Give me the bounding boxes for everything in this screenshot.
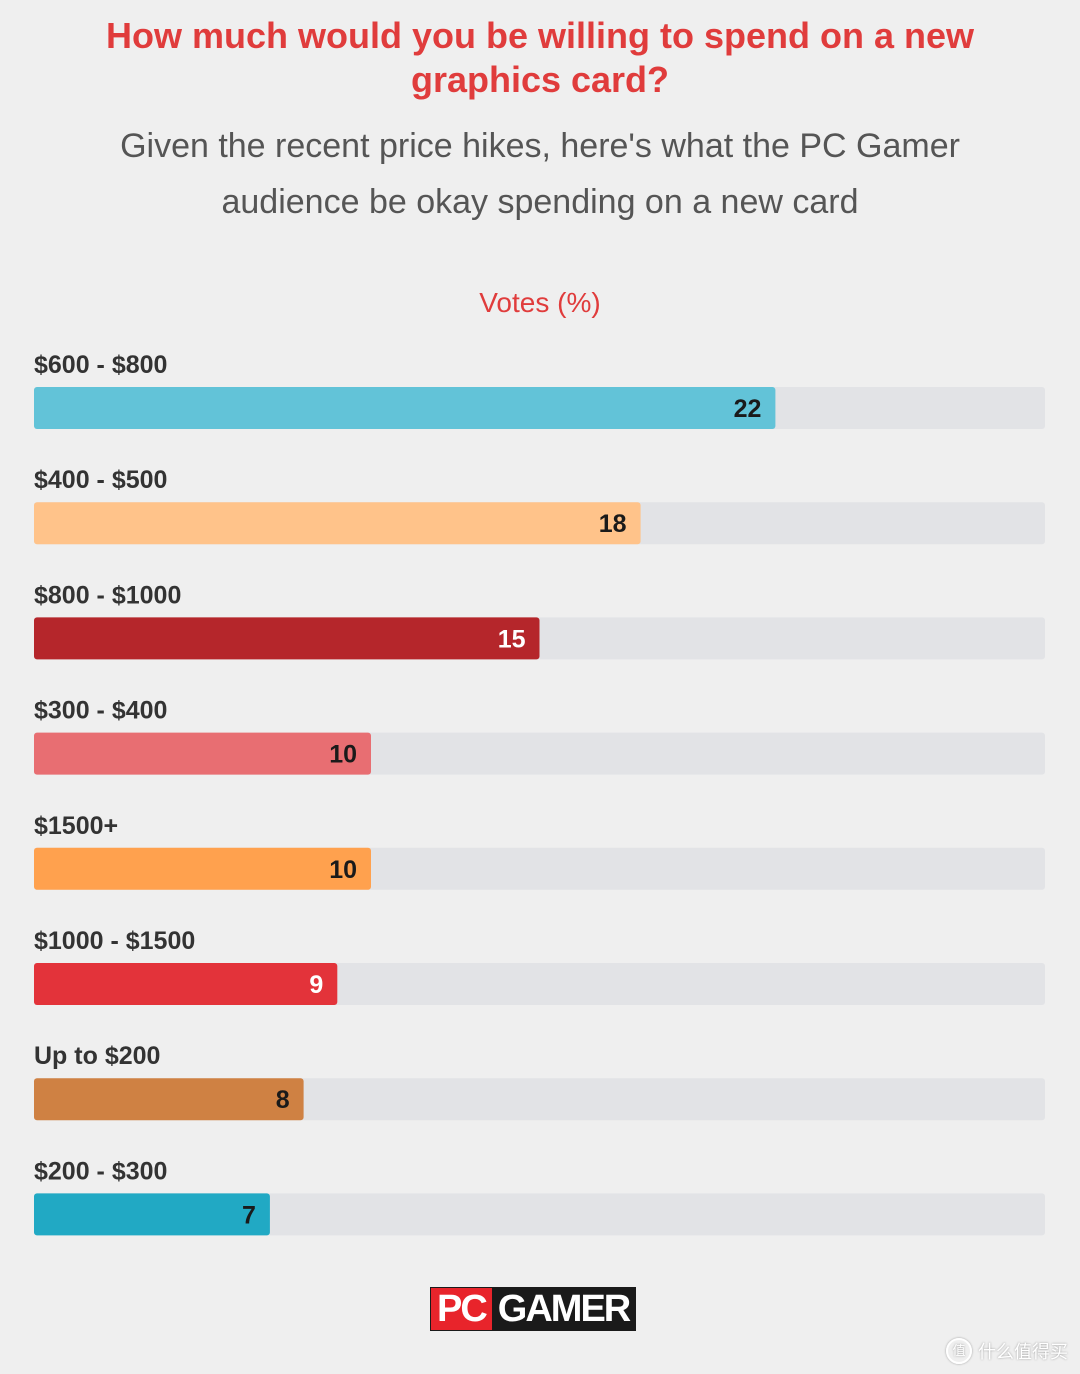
bar — [34, 732, 371, 775]
chart-subtitle: Given the recent price hikes, here's wha… — [120, 127, 960, 221]
chart-title: How much would you be willing to spend o… — [105, 15, 974, 100]
logo-pc-text: PC — [431, 1288, 492, 1330]
bar-value-label: 8 — [276, 1086, 290, 1114]
axis-title: Votes (%) — [479, 287, 601, 318]
category-label: Up to $200 — [34, 1042, 160, 1070]
watermark-text: 什么值得买 — [978, 1342, 1068, 1362]
bar — [34, 387, 776, 429]
bar — [34, 847, 371, 890]
bar — [34, 617, 540, 660]
watermark: 值 什么值得买 — [946, 1338, 1068, 1364]
pc-gamer-logo: PC GAMER — [430, 1287, 637, 1331]
bar — [34, 1193, 270, 1236]
bar-value-label: 15 — [498, 625, 526, 653]
category-label: $1000 - $1500 — [34, 927, 195, 955]
category-label: $800 - $1000 — [34, 581, 181, 609]
category-label: $1500+ — [34, 812, 118, 840]
category-label: $300 - $400 — [34, 697, 167, 725]
bar-value-label: 18 — [599, 510, 627, 538]
bar-value-label: 22 — [734, 395, 762, 423]
bar — [34, 1078, 304, 1121]
category-label: $200 - $300 — [34, 1157, 167, 1185]
bar-value-label: 10 — [329, 741, 357, 769]
bar-value-label: 9 — [309, 971, 323, 999]
bar — [34, 963, 338, 1005]
logo-gamer-text: GAMER — [491, 1288, 636, 1330]
category-label: $400 - $500 — [34, 466, 167, 494]
bar — [34, 502, 641, 545]
category-label: $600 - $800 — [34, 351, 167, 379]
watermark-icon: 值 — [946, 1338, 972, 1364]
bar-value-label: 7 — [242, 1201, 256, 1229]
bar-track — [34, 1193, 1045, 1236]
bar-value-label: 10 — [329, 856, 357, 884]
